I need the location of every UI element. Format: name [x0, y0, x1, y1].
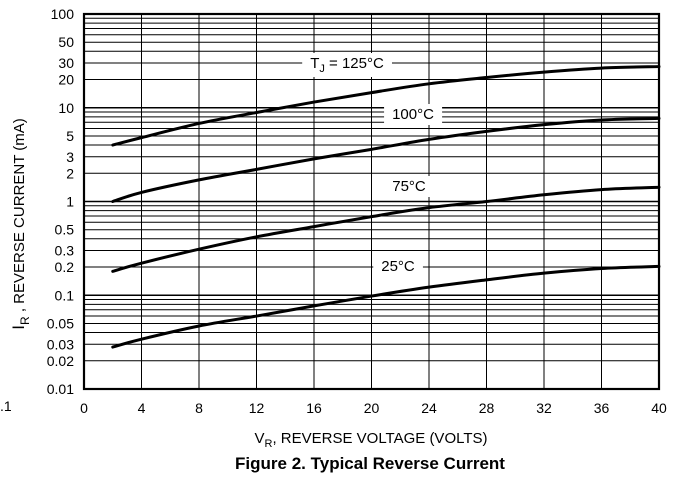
curve-label: 100°C: [392, 106, 434, 123]
x-tick-label: 28: [479, 400, 495, 416]
y-tick-label: 20: [58, 72, 74, 88]
y-tick-label: 0.02: [47, 353, 74, 369]
x-axis-title-rest: , REVERSE VOLTAGE (VOLTS): [272, 430, 487, 447]
tick-labels: 0 4 8 12 16 20 24 28 32 36 401005030201053210.50.3…: [47, 6, 667, 416]
y-tick-label: 0.3: [55, 243, 75, 259]
x-tick-label: 32: [536, 400, 552, 416]
curve-labels: TJ = 125°C 100°C 75°C 25°C: [310, 55, 434, 275]
curve-label: TJ = 125°C: [310, 55, 384, 75]
y-tick-label: 100: [51, 6, 75, 22]
x-tick-label: 36: [594, 400, 610, 416]
curve-label-background: [384, 104, 443, 125]
y-axis-title-sub: R: [18, 316, 32, 325]
series-curve: [111, 264, 661, 349]
x-tick-label: 24: [421, 400, 437, 416]
x-tick-label: 40: [651, 400, 667, 416]
y-tick-label: 0.1: [55, 287, 75, 303]
x-axis-title-main: V: [254, 430, 264, 447]
y-tick-label: 5: [66, 128, 74, 144]
series-curve: [111, 116, 661, 203]
x-tick-label: 20: [364, 400, 380, 416]
x-tick-label: 4: [138, 400, 146, 416]
y-tick-label: 3: [66, 149, 74, 165]
x-tick-label: 8: [195, 400, 203, 416]
curve-label: 75°C: [392, 178, 426, 195]
x-axis-title: VR, REVERSE VOLTAGE (VOLTS): [254, 430, 487, 450]
figure-title: Figure 2. Typical Reverse Current: [235, 454, 505, 473]
y-tick-label: 0.2: [55, 259, 75, 275]
y-tick-label: 0.5: [55, 222, 75, 238]
y-tick-label: 0.03: [47, 336, 74, 352]
y-tick-label: 30: [58, 55, 74, 71]
curve-label-background: [384, 176, 434, 197]
x-axis-title-sub: R: [265, 438, 273, 450]
series-curve: [111, 65, 661, 147]
plot-frame: [82, 12, 661, 391]
y-tick-label: 10: [58, 100, 74, 116]
y-tick-label: 0.05: [47, 315, 74, 331]
series-curve: [111, 185, 661, 273]
curve-label-background: [302, 53, 392, 77]
y-axis-title-rest: , REVERSE CURRENT (mA): [11, 118, 28, 316]
y-axis-title: IR , REVERSE CURRENT (mA): [9, 118, 32, 329]
y-tick-label: 2: [66, 165, 74, 181]
x-tick-label: 12: [249, 400, 265, 416]
y-axis-title-main: I: [9, 325, 28, 330]
curve-label: 25°C: [381, 258, 415, 275]
x-tick-label: 0: [80, 400, 88, 416]
stray-tick-label: .1: [0, 398, 12, 414]
y-tick-label: 50: [58, 34, 74, 50]
curve-label-backgrounds: [302, 53, 443, 277]
x-tick-label: 16: [306, 400, 322, 416]
curve-label-background: [373, 256, 423, 277]
y-tick-label: 1: [66, 194, 74, 210]
y-tick-label: 0.01: [47, 381, 74, 397]
curves: [111, 65, 661, 349]
